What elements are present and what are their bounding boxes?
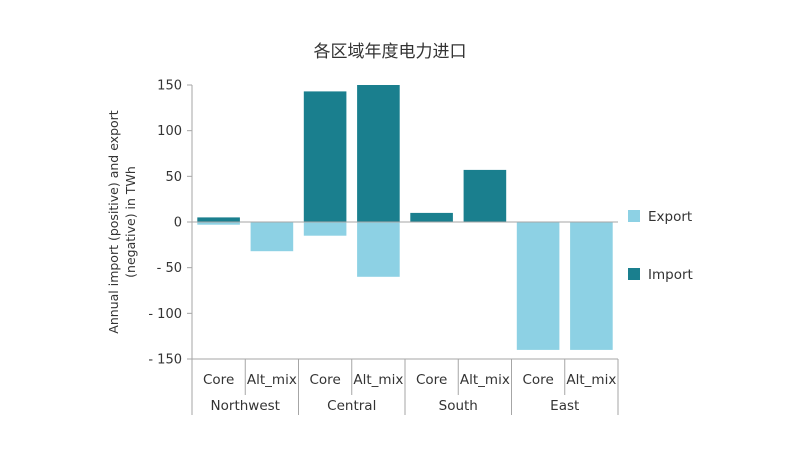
legend-swatch-import <box>628 268 640 280</box>
bar-import-0 <box>197 217 240 222</box>
bar-export-2 <box>303 222 347 236</box>
y-axis-label-line-1: Annual import (positive) and export <box>106 110 121 334</box>
category-label: Alt_mix <box>566 372 616 388</box>
chart-title: 各区域年度电力进口 <box>314 42 467 62</box>
group-label: Northwest <box>211 398 280 414</box>
bar-import-4 <box>410 212 453 222</box>
bar-export-1 <box>250 222 294 252</box>
y-tick-label: - 150 <box>148 353 182 368</box>
category-label: Alt_mix <box>353 372 403 388</box>
y-tick-label: 0 <box>174 216 182 231</box>
legend: Export Import <box>628 209 693 283</box>
group-label: Central <box>327 398 376 414</box>
legend-label-export: Export <box>648 209 692 225</box>
bar-import-3 <box>357 85 400 222</box>
group-label: East <box>550 398 579 414</box>
category-label: Alt_mix <box>247 372 297 388</box>
y-tick-label: 50 <box>165 170 182 185</box>
y-tick-label: 150 <box>157 79 182 94</box>
legend-label-import: Import <box>648 267 693 283</box>
y-tick-label: - 100 <box>148 307 182 322</box>
legend-swatch-export <box>628 210 640 222</box>
category-label: Core <box>416 372 447 388</box>
bar-export-6 <box>516 222 560 350</box>
y-tick-label: - 50 <box>157 261 182 276</box>
category-label: Core <box>310 372 341 388</box>
bar-import-2 <box>303 91 347 223</box>
y-tick-label: 100 <box>157 124 182 139</box>
bar-export-7 <box>570 222 613 350</box>
bar-layer <box>197 85 613 350</box>
category-label: Core <box>203 372 234 388</box>
category-label: Core <box>523 372 554 388</box>
bar-import-5 <box>463 169 507 222</box>
bar-export-3 <box>357 222 400 277</box>
axes-layer: 150 100 50 0 - 50 - 100 - 150 Core Alt_mix Core Al… <box>148 79 619 415</box>
y-axis-label-line-2: (negative) in TWh <box>123 166 138 278</box>
category-label: Alt_mix <box>460 372 510 388</box>
group-label: South <box>439 398 478 414</box>
bar-export-0 <box>197 222 240 225</box>
